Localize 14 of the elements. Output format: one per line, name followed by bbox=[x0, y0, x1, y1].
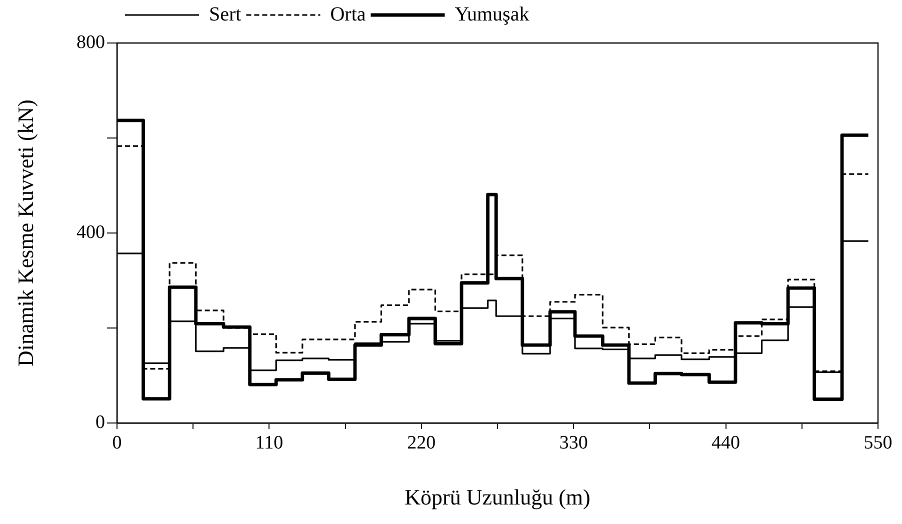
x-tick-label: 330 bbox=[559, 432, 588, 454]
y-tick-label: 800 bbox=[76, 32, 105, 53]
y-tick-label: 0 bbox=[96, 412, 105, 433]
y-tick-label: 400 bbox=[76, 222, 105, 243]
x-tick-label: 220 bbox=[407, 432, 436, 454]
legend-label: Yumuşak bbox=[454, 3, 530, 26]
x-tick-label: 550 bbox=[864, 432, 892, 454]
x-tick-label: 110 bbox=[255, 432, 284, 454]
x-axis-title: Köprü Uzunluğu (m) bbox=[404, 484, 590, 510]
x-tick-label: 440 bbox=[712, 432, 740, 454]
legend-label: Sert bbox=[209, 3, 242, 26]
legend-label: Orta bbox=[330, 3, 366, 26]
y-axis-title: Dinamik Kesme Kuvveti (kN) bbox=[12, 100, 38, 366]
x-tick-label: 0 bbox=[112, 432, 122, 454]
